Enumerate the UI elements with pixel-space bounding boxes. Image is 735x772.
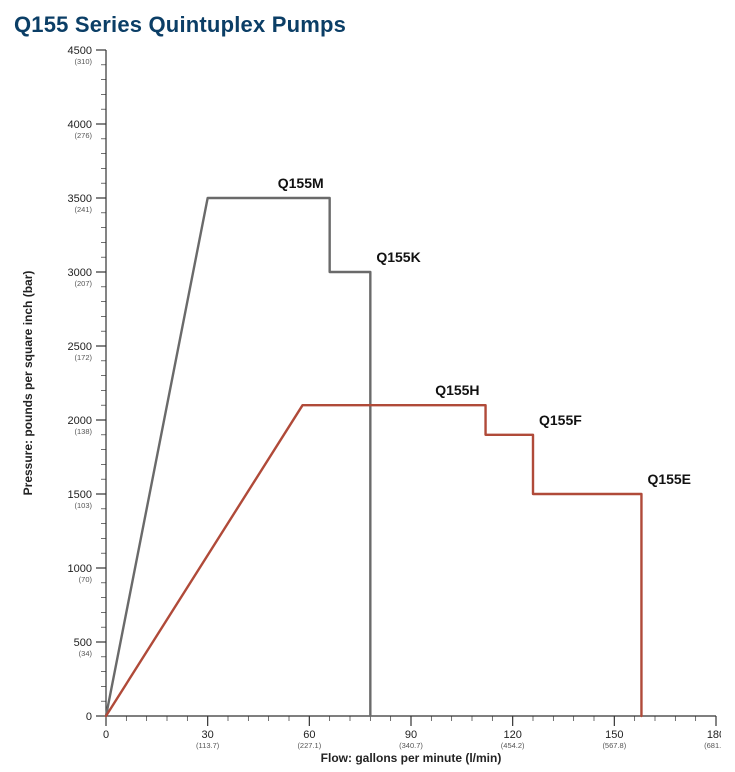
svg-text:(681.4): (681.4) — [704, 741, 721, 750]
svg-text:60: 60 — [303, 729, 315, 741]
svg-text:(103): (103) — [74, 501, 92, 510]
series-label: Q155H — [435, 382, 479, 398]
svg-text:4000: 4000 — [68, 119, 92, 131]
svg-text:0: 0 — [103, 729, 109, 741]
svg-text:500: 500 — [74, 637, 92, 649]
series-label: Q155E — [647, 471, 691, 487]
series-label: Q155M — [278, 175, 324, 191]
series-label: Q155F — [539, 412, 582, 428]
svg-text:0: 0 — [86, 711, 92, 723]
svg-text:3000: 3000 — [68, 267, 92, 279]
svg-text:4500: 4500 — [68, 45, 92, 57]
svg-text:(70): (70) — [79, 575, 93, 584]
svg-text:150: 150 — [605, 729, 623, 741]
svg-text:120: 120 — [503, 729, 521, 741]
svg-text:(207): (207) — [74, 279, 92, 288]
svg-text:(340.7): (340.7) — [399, 741, 423, 750]
svg-text:1500: 1500 — [68, 489, 92, 501]
svg-text:2000: 2000 — [68, 415, 92, 427]
svg-text:(34): (34) — [79, 649, 93, 658]
series-label: Q155K — [376, 249, 420, 265]
svg-text:(172): (172) — [74, 353, 92, 362]
svg-text:90: 90 — [405, 729, 417, 741]
svg-text:3500: 3500 — [68, 193, 92, 205]
page-title: Q155 Series Quintuplex Pumps — [14, 12, 721, 38]
svg-text:(310): (310) — [74, 57, 92, 66]
svg-text:(567.8): (567.8) — [602, 741, 626, 750]
svg-text:(113.7): (113.7) — [196, 741, 220, 750]
svg-text:1000: 1000 — [68, 563, 92, 575]
svg-text:(227.1): (227.1) — [297, 741, 321, 750]
y-axis-label: Pressure: pounds per square inch (bar) — [21, 271, 35, 496]
svg-text:(138): (138) — [74, 427, 92, 436]
svg-text:(241): (241) — [74, 205, 92, 214]
svg-text:180: 180 — [707, 729, 721, 741]
svg-text:(276): (276) — [74, 131, 92, 140]
svg-text:(454.2): (454.2) — [501, 741, 525, 750]
x-axis-label: Flow: gallons per minute (l/min) — [321, 751, 502, 765]
svg-text:2500: 2500 — [68, 341, 92, 353]
svg-text:30: 30 — [202, 729, 214, 741]
pump-performance-chart: 0500(34)1000(70)1500(103)2000(138)2500(1… — [14, 42, 721, 760]
